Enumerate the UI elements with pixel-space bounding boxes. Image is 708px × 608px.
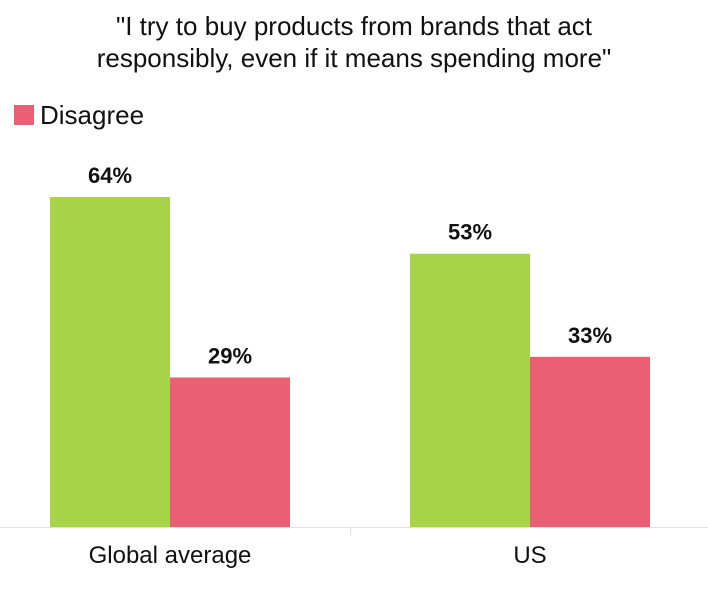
data-label-series-1-global-average: 64% [88, 163, 132, 188]
bar-series-1-global-average [50, 197, 170, 527]
chart-title-line-1: "I try to buy products from brands that … [116, 11, 592, 41]
data-label-disagree-global-average: 29% [208, 343, 252, 368]
data-label-series-1-us: 53% [448, 220, 492, 245]
bar-series-1-us [410, 253, 530, 527]
chart-title: "I try to buy products from brands that … [0, 10, 708, 74]
chart-legend: Disagree [14, 100, 144, 130]
bar-disagree-us [530, 356, 650, 527]
data-label-disagree-us: 33% [568, 323, 612, 348]
legend-swatch-disagree [14, 105, 34, 125]
chart-title-line-2: responsibly, even if it means spending m… [96, 43, 612, 73]
bar-disagree-global-average [170, 377, 290, 527]
legend-label-disagree: Disagree [40, 99, 145, 130]
x-tick-label-global-average: Global average [89, 542, 252, 569]
x-tick-label-us: US [513, 542, 546, 569]
